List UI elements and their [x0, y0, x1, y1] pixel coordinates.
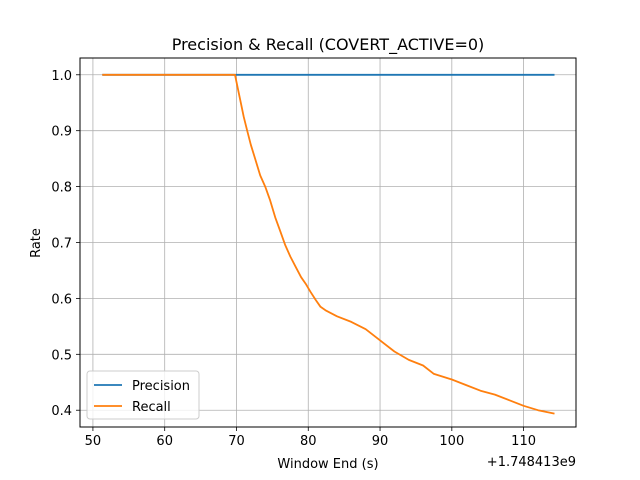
y-tick-label: 0.4 [51, 404, 72, 419]
y-tick-label: 0.9 [51, 125, 72, 140]
y-tick-label: 0.5 [51, 348, 72, 363]
series-layer [102, 73, 555, 415]
x-offset-label: +1.748413e9 [487, 455, 576, 470]
x-tick-label: 50 [85, 434, 102, 449]
legend: Precision Recall [86, 370, 200, 420]
legend-precision-label: Precision [132, 379, 190, 394]
legend-recall-label: Recall [132, 400, 171, 415]
x-axis-label: Window End (s) [277, 457, 378, 472]
y-tick-label: 0.6 [51, 292, 72, 307]
x-tick-label: 100 [439, 434, 464, 449]
y-tick-label: 0.7 [51, 237, 72, 252]
x-tick-label: 60 [156, 434, 173, 449]
legend-box [86, 370, 200, 420]
y-axis-label: Rate [29, 228, 44, 258]
chart-title: Precision & Recall (COVERT_ACTIVE=0) [172, 35, 485, 55]
x-tick-label: 110 [511, 434, 536, 449]
recall-line [102, 73, 555, 415]
x-tick-label: 90 [372, 434, 389, 449]
y-tick-label: 1.0 [51, 69, 72, 84]
x-tick-label: 80 [300, 434, 317, 449]
tick-layer: 50 60 70 80 90 100 110 0.4 0.5 0.6 0.7 0.8 0.9 1.0 [51, 69, 536, 449]
x-tick-label: 70 [228, 434, 245, 449]
y-tick-label: 0.8 [51, 181, 72, 196]
